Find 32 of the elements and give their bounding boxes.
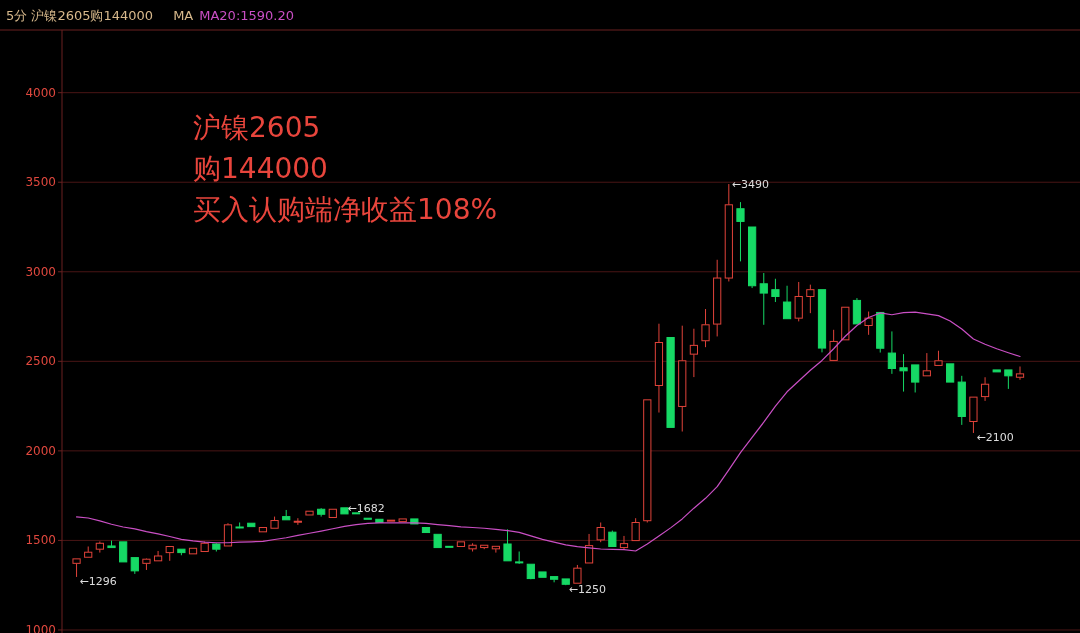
annotation: 买入认购端净收益108% (193, 193, 498, 226)
candlestick (678, 325, 687, 433)
candlestick (654, 323, 664, 414)
y-tick-label: 2000 (25, 443, 56, 458)
y-tick-label: 3500 (25, 175, 56, 190)
y-tick-label: 4000 (25, 85, 56, 100)
candlestick (759, 272, 768, 326)
annotation: ←3490 (731, 178, 770, 192)
candlestick (95, 540, 104, 554)
y-tick-label: 3000 (25, 264, 56, 279)
candlestick (689, 328, 698, 378)
chart-title: 5分 沪镍2605购144000 (6, 8, 154, 23)
candlestick (701, 308, 710, 348)
annotation: 购144000 (193, 152, 328, 185)
candlestick (317, 508, 326, 518)
annotation: ←1296 (79, 574, 117, 588)
candlestick (619, 535, 629, 551)
candlestick (293, 517, 302, 526)
candlestick (887, 330, 896, 375)
text: MA20:1590.20 (199, 8, 295, 23)
legend-title: MA (173, 8, 194, 23)
annotation: ←1682 (347, 501, 385, 515)
candlestick (1015, 366, 1025, 381)
annotation: ←2100 (976, 430, 1014, 444)
candlestick (468, 542, 477, 553)
y-tick-label: 2500 (25, 354, 56, 369)
candlestick (899, 353, 908, 393)
candlestick (980, 376, 990, 402)
candlestick (713, 259, 722, 337)
annotation: 沪镍2605 (193, 111, 321, 144)
y-tick-label: 1500 (25, 533, 56, 548)
annotation: ←1250 (568, 583, 606, 597)
